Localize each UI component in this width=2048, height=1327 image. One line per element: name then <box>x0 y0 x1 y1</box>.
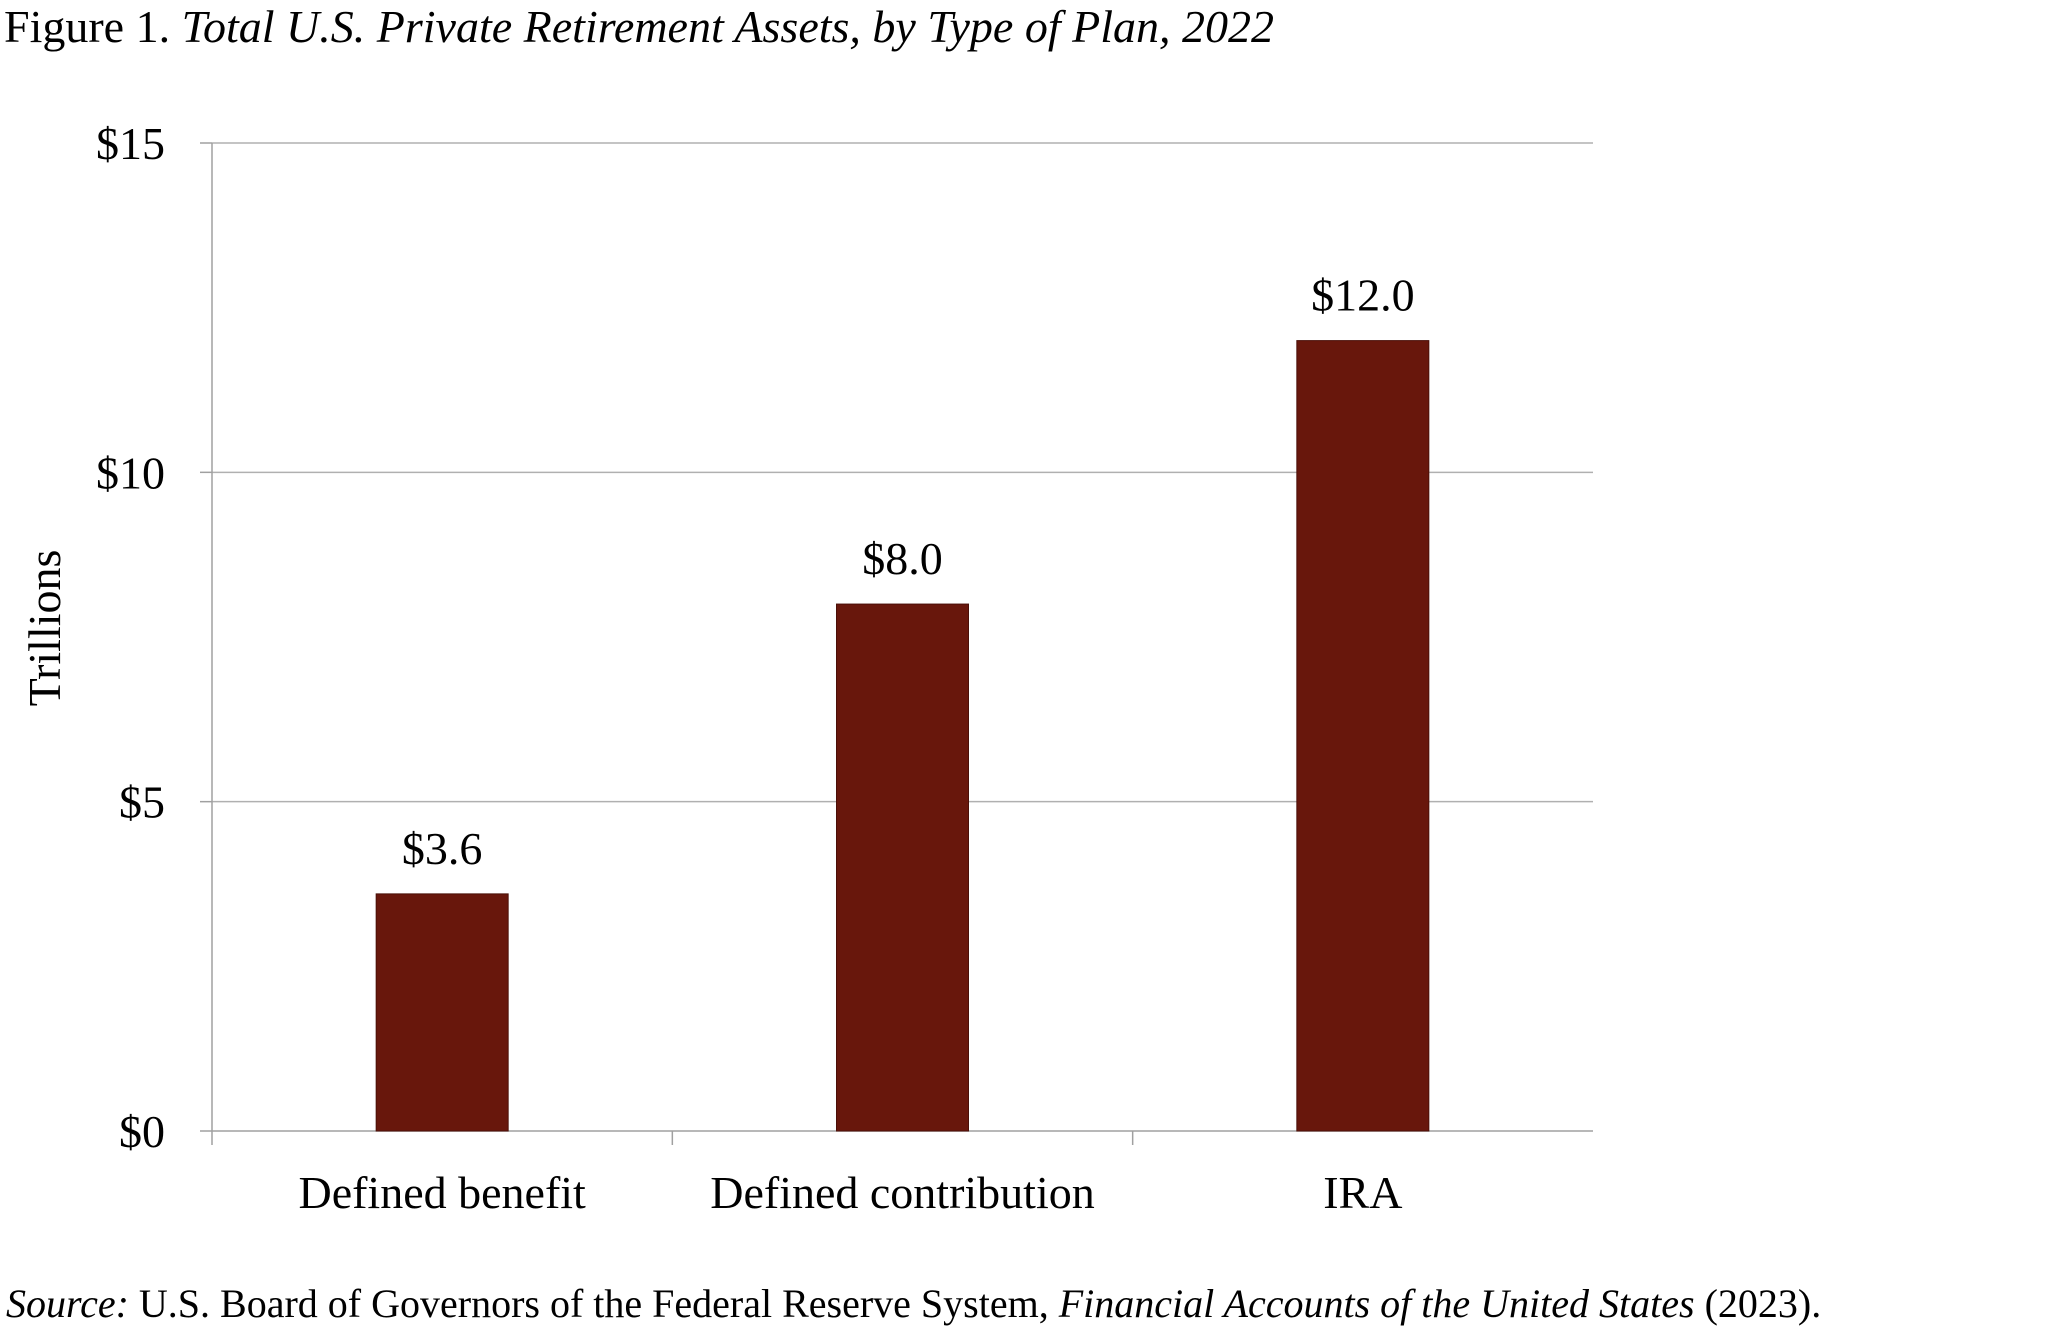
x-tick-label: IRA <box>1323 1167 1402 1218</box>
y-tick-label: $5 <box>119 777 165 828</box>
bar <box>375 893 509 1132</box>
x-tick-label: Defined contribution <box>710 1167 1095 1218</box>
figure-title-text: Total U.S. Private Retirement Assets, by… <box>181 1 1274 52</box>
x-tick-label: Defined benefit <box>298 1167 586 1218</box>
bar <box>1296 340 1430 1132</box>
data-label: $12.0 <box>1311 270 1415 321</box>
y-tick-label: $0 <box>119 1106 165 1157</box>
data-label: $8.0 <box>862 533 943 584</box>
bar <box>836 603 969 1132</box>
y-tick-label: $15 <box>96 118 165 169</box>
y-axis-label: Trillions <box>19 550 70 707</box>
y-tick-label: $10 <box>96 447 165 498</box>
source-text: U.S. Board of Governors of the Federal R… <box>128 1281 1059 1326</box>
source-publication: Financial Accounts of the United States <box>1058 1281 1695 1326</box>
figure-title: Figure 1. Total U.S. Private Retirement … <box>4 0 1274 53</box>
data-label: $3.6 <box>402 823 483 874</box>
source-year: (2023). <box>1694 1281 1822 1326</box>
source-label: Source: <box>6 1281 129 1326</box>
figure-number: Figure 1. <box>4 1 182 52</box>
source-note: Source: U.S. Board of Governors of the F… <box>6 1280 1821 1327</box>
